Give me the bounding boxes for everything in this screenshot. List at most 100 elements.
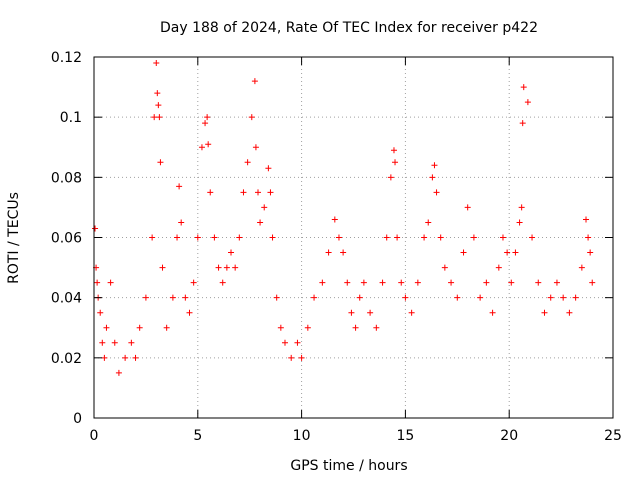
x-tick-label: 15 [396,428,414,444]
y-tick-label: 0.04 [51,291,82,307]
data-point [495,264,502,271]
data-point [142,294,149,301]
x-tick-label: 25 [604,428,622,444]
data-point [132,354,139,361]
data-point [379,279,386,286]
data-point [398,279,405,286]
data-point [589,279,596,286]
data-point [352,324,359,331]
data-point [251,78,258,85]
data-point [228,249,235,256]
data-point [182,294,189,301]
data-point [136,324,143,331]
data-point [448,279,455,286]
data-point [489,309,496,316]
data-point [159,264,166,271]
data-point [344,279,351,286]
data-point [520,84,527,91]
data-point [431,162,438,169]
data-point [408,309,415,316]
data-point [204,114,211,121]
data-point [94,279,101,286]
data-point [122,354,129,361]
data-point [128,339,135,346]
data-point [519,120,526,127]
data-point [387,174,394,181]
data-point [211,234,218,241]
data-point [154,90,161,97]
data-point [261,204,268,211]
data-point [294,339,301,346]
data-point [157,159,164,166]
chart-title: Day 188 of 2024, Rate Of TEC Index for r… [160,20,538,36]
y-tick-label: 0.12 [51,50,82,66]
data-point [483,279,490,286]
data-point [92,225,99,232]
data-point [149,234,156,241]
data-point [553,279,560,286]
data-point [535,279,542,286]
data-point [207,189,214,196]
y-tick-label: 0 [73,411,82,427]
data-point [477,294,484,301]
data-point [240,189,247,196]
data-point [111,339,118,346]
data-point [504,249,511,256]
data-point [265,165,272,172]
data-point [103,324,110,331]
data-point [255,189,262,196]
data-point [578,264,585,271]
data-point [454,294,461,301]
data-point [529,234,536,241]
data-point [202,120,209,127]
data-point [319,279,326,286]
data-point [541,309,548,316]
data-point [437,234,444,241]
data-point [273,294,280,301]
data-point [151,114,158,121]
y-axis-label: ROTI / TECUs [6,192,22,284]
data-point [587,249,594,256]
x-tick-label: 5 [193,428,202,444]
data-point [356,294,363,301]
data-point [219,279,226,286]
data-point [414,279,421,286]
data-point [547,294,554,301]
data-point [232,264,239,271]
data-point [464,204,471,211]
data-point [298,354,305,361]
labels-layer: 0 0.02 0.04 0.06 0.08 0.1 0.12 0 5 10 15 20 25 [51,50,622,444]
data-point [566,309,573,316]
data-point [524,99,531,106]
data-point [311,294,318,301]
data-point [248,114,255,121]
data-point [421,234,428,241]
data-point [516,219,523,226]
y-tick-label: 0.08 [51,170,82,186]
data-point [223,264,230,271]
data-point [155,102,162,109]
data-point [269,234,276,241]
data-point [252,144,259,151]
data-point [174,234,181,241]
data-point [441,264,448,271]
data-point [335,234,342,241]
data-point [99,339,106,346]
data-point [186,309,193,316]
data-point [560,294,567,301]
data-point [402,294,409,301]
y-tick-label: 0.1 [60,110,82,126]
data-point [277,324,284,331]
data-point [288,354,295,361]
data-point [190,279,197,286]
data-point [340,249,347,256]
x-tick-label: 10 [293,428,311,444]
data-point [267,189,274,196]
data-point [163,324,170,331]
x-tick-label: 0 [90,428,99,444]
data-point [460,249,467,256]
ticks-layer [93,56,614,419]
data-point [153,60,160,67]
